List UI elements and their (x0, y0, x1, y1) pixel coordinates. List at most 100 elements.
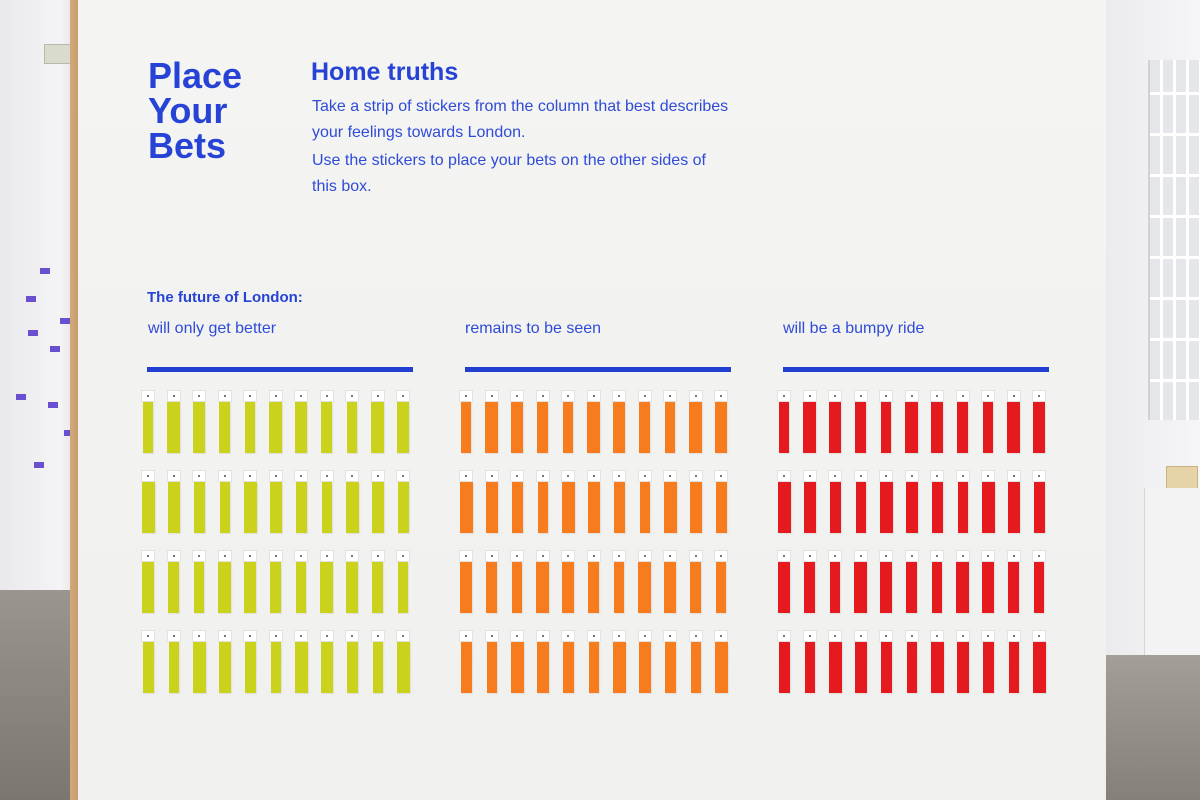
sticker-strip[interactable] (266, 630, 286, 693)
sticker-strip[interactable] (291, 630, 311, 693)
sticker-strip[interactable] (902, 470, 922, 533)
sticker-strip[interactable] (1029, 630, 1049, 693)
sticker-strip[interactable] (800, 470, 820, 533)
sticker-strip[interactable] (686, 550, 706, 613)
sticker-strip[interactable] (584, 630, 604, 693)
sticker-strip[interactable] (368, 470, 388, 533)
sticker-strip[interactable] (584, 550, 604, 613)
sticker-strip[interactable] (774, 390, 794, 453)
sticker-strip[interactable] (533, 550, 553, 613)
sticker-strip[interactable] (660, 390, 680, 453)
sticker-strip[interactable] (711, 470, 731, 533)
sticker-strip[interactable] (584, 470, 604, 533)
sticker-strip[interactable] (876, 390, 896, 453)
sticker-strip[interactable] (368, 550, 388, 613)
sticker-strip[interactable] (1029, 390, 1049, 453)
sticker-strip[interactable] (164, 550, 184, 613)
sticker-strip[interactable] (774, 630, 794, 693)
sticker-strip[interactable] (482, 630, 502, 693)
sticker-strip[interactable] (558, 390, 578, 453)
sticker-strip[interactable] (978, 470, 998, 533)
sticker-strip[interactable] (164, 630, 184, 693)
sticker-strip[interactable] (240, 550, 260, 613)
sticker-strip[interactable] (393, 390, 413, 453)
sticker-strip[interactable] (978, 630, 998, 693)
sticker-strip[interactable] (393, 630, 413, 693)
sticker-strip[interactable] (266, 390, 286, 453)
sticker-strip[interactable] (825, 630, 845, 693)
sticker-strip[interactable] (189, 630, 209, 693)
sticker-strip[interactable] (953, 550, 973, 613)
sticker-strip[interactable] (609, 390, 629, 453)
sticker-strip[interactable] (138, 470, 158, 533)
sticker-strip[interactable] (138, 630, 158, 693)
sticker-strip[interactable] (342, 470, 362, 533)
sticker-strip[interactable] (1029, 470, 1049, 533)
sticker-strip[interactable] (189, 550, 209, 613)
sticker-strip[interactable] (953, 390, 973, 453)
sticker-strip[interactable] (507, 390, 527, 453)
sticker-strip[interactable] (507, 630, 527, 693)
sticker-strip[interactable] (240, 390, 260, 453)
sticker-strip[interactable] (635, 390, 655, 453)
sticker-strip[interactable] (533, 630, 553, 693)
sticker-strip[interactable] (189, 470, 209, 533)
sticker-strip[interactable] (1004, 550, 1024, 613)
sticker-strip[interactable] (317, 470, 337, 533)
sticker-strip[interactable] (533, 470, 553, 533)
sticker-strip[interactable] (635, 630, 655, 693)
sticker-strip[interactable] (584, 390, 604, 453)
sticker-strip[interactable] (558, 550, 578, 613)
sticker-strip[interactable] (851, 630, 871, 693)
sticker-strip[interactable] (635, 470, 655, 533)
sticker-strip[interactable] (609, 630, 629, 693)
sticker-strip[interactable] (342, 630, 362, 693)
sticker-strip[interactable] (635, 550, 655, 613)
sticker-strip[interactable] (800, 630, 820, 693)
sticker-strip[interactable] (558, 630, 578, 693)
sticker-strip[interactable] (291, 470, 311, 533)
sticker-strip[interactable] (533, 390, 553, 453)
sticker-strip[interactable] (927, 390, 947, 453)
sticker-strip[interactable] (164, 470, 184, 533)
sticker-strip[interactable] (266, 550, 286, 613)
sticker-strip[interactable] (1004, 470, 1024, 533)
sticker-strip[interactable] (393, 470, 413, 533)
sticker-strip[interactable] (927, 630, 947, 693)
sticker-strip[interactable] (138, 390, 158, 453)
sticker-strip[interactable] (660, 630, 680, 693)
sticker-strip[interactable] (215, 390, 235, 453)
sticker-strip[interactable] (368, 390, 388, 453)
sticker-strip[interactable] (456, 550, 476, 613)
sticker-strip[interactable] (927, 550, 947, 613)
sticker-strip[interactable] (609, 550, 629, 613)
sticker-strip[interactable] (215, 630, 235, 693)
sticker-strip[interactable] (902, 550, 922, 613)
sticker-strip[interactable] (266, 470, 286, 533)
sticker-strip[interactable] (482, 550, 502, 613)
sticker-strip[interactable] (686, 630, 706, 693)
sticker-strip[interactable] (558, 470, 578, 533)
sticker-strip[interactable] (686, 470, 706, 533)
sticker-strip[interactable] (215, 470, 235, 533)
sticker-strip[interactable] (711, 550, 731, 613)
sticker-strip[interactable] (393, 550, 413, 613)
sticker-strip[interactable] (215, 550, 235, 613)
sticker-strip[interactable] (368, 630, 388, 693)
sticker-strip[interactable] (240, 470, 260, 533)
sticker-strip[interactable] (456, 630, 476, 693)
sticker-strip[interactable] (953, 470, 973, 533)
sticker-strip[interactable] (774, 470, 794, 533)
sticker-strip[interactable] (851, 550, 871, 613)
sticker-strip[interactable] (825, 550, 845, 613)
sticker-strip[interactable] (189, 390, 209, 453)
sticker-strip[interactable] (507, 550, 527, 613)
sticker-strip[interactable] (317, 550, 337, 613)
sticker-strip[interactable] (711, 630, 731, 693)
sticker-strip[interactable] (851, 470, 871, 533)
sticker-strip[interactable] (774, 550, 794, 613)
sticker-strip[interactable] (978, 550, 998, 613)
sticker-strip[interactable] (686, 390, 706, 453)
sticker-strip[interactable] (291, 550, 311, 613)
sticker-strip[interactable] (1029, 550, 1049, 613)
